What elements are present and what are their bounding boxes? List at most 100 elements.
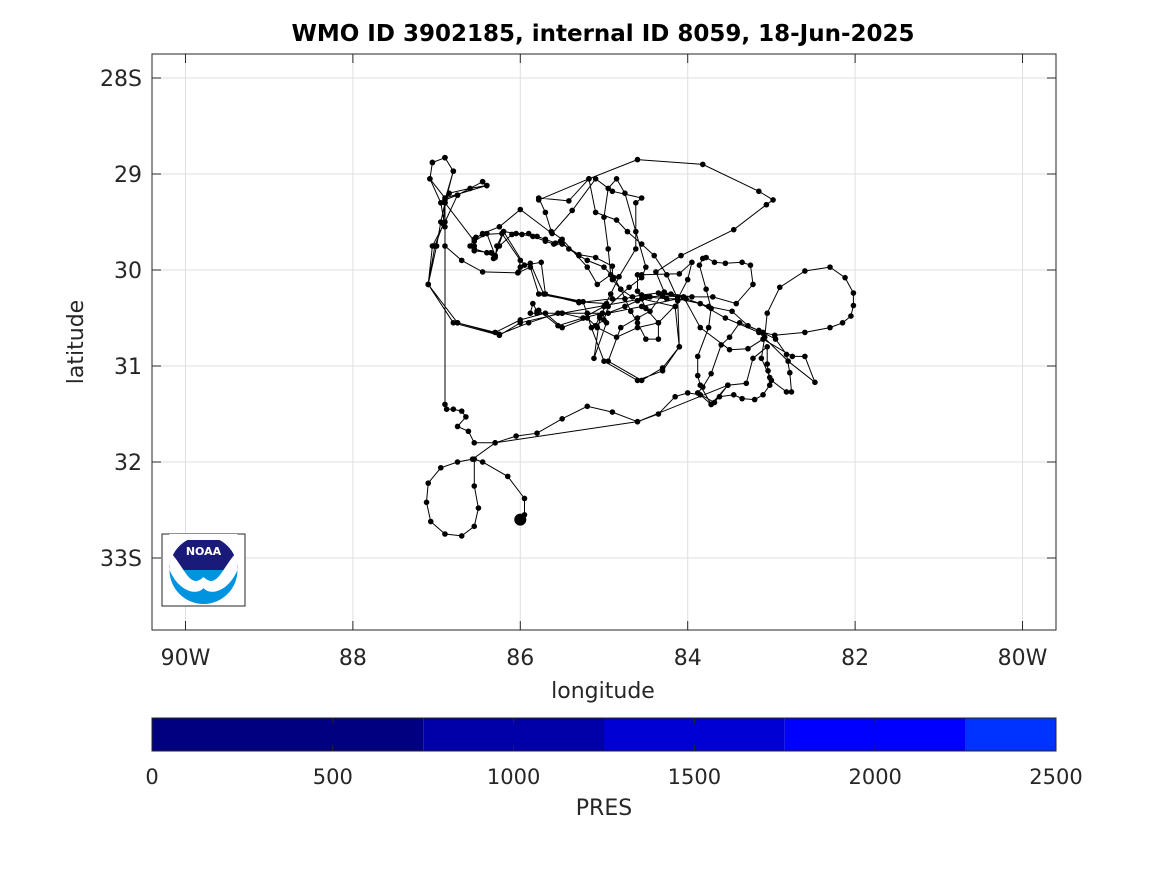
profile-point xyxy=(525,230,532,237)
profile-point xyxy=(475,505,482,511)
colorbar-tick-label: 2000 xyxy=(848,765,901,789)
profile-point xyxy=(609,263,616,269)
profile-point xyxy=(643,305,649,312)
profile-point xyxy=(432,243,438,249)
profile-point xyxy=(725,382,731,389)
profile-point xyxy=(663,272,670,278)
profile-point xyxy=(580,298,586,305)
profile-point xyxy=(519,231,525,238)
profile-point xyxy=(613,217,620,223)
profile-point xyxy=(663,296,670,302)
profile-point xyxy=(504,473,511,480)
profile-point xyxy=(601,264,607,270)
profile-point xyxy=(697,324,704,331)
profile-point xyxy=(684,390,691,396)
profile-point xyxy=(496,332,503,339)
y-tick-label: 32 xyxy=(114,451,142,476)
logo-wave xyxy=(169,553,238,592)
profile-point xyxy=(599,310,606,317)
profile-point xyxy=(517,257,524,264)
profile-point xyxy=(605,185,611,192)
profile-point xyxy=(634,297,641,304)
profile-point xyxy=(471,456,478,462)
profile-point xyxy=(766,382,773,389)
profile-point xyxy=(634,418,641,425)
profile-point xyxy=(765,368,771,374)
profile-point xyxy=(726,334,733,341)
profile-point xyxy=(647,308,653,315)
profile-point xyxy=(617,286,624,293)
profile-point xyxy=(525,320,532,326)
profile-point xyxy=(429,159,436,166)
profile-point xyxy=(739,259,745,266)
profile-point xyxy=(785,358,791,365)
profile-point xyxy=(783,389,790,395)
y-axis-label: latitude xyxy=(64,300,89,384)
grid-lines xyxy=(152,54,1056,630)
profile-point xyxy=(527,264,534,270)
profile-point xyxy=(647,294,653,300)
profile-point xyxy=(591,355,597,362)
profile-point xyxy=(802,268,808,274)
profile-point xyxy=(484,249,490,256)
profile-point xyxy=(535,195,542,201)
profile-point xyxy=(711,259,718,266)
profile-point xyxy=(689,259,695,266)
profile-point xyxy=(730,226,737,233)
profile-point xyxy=(739,395,745,402)
profile-point xyxy=(696,262,703,269)
profile-point xyxy=(672,393,678,400)
profile-point xyxy=(633,200,639,206)
profile-point xyxy=(722,315,729,321)
profile-point xyxy=(513,433,519,439)
profile-point xyxy=(479,459,486,465)
profile-point xyxy=(467,185,473,192)
profile-point xyxy=(622,190,628,196)
profile-point xyxy=(726,346,733,353)
profile-point xyxy=(638,292,645,298)
profile-point xyxy=(624,228,631,235)
profile-point xyxy=(442,401,448,408)
y-tick-label: 28S xyxy=(100,67,142,92)
profile-point xyxy=(514,270,521,276)
profile-point xyxy=(783,351,790,358)
plot-area: 90W 88 86 84 82 80W 28S 29 30 31 32 33S xyxy=(100,53,1057,671)
profile-point xyxy=(454,320,461,326)
profile-point xyxy=(655,411,662,417)
profile-point xyxy=(463,414,469,420)
profile-point xyxy=(716,393,723,400)
colorbar-frame xyxy=(151,717,1057,752)
profile-point xyxy=(827,324,833,331)
x-axis-label: longitude xyxy=(551,679,655,704)
profile-point xyxy=(659,368,666,374)
y-tick-label: 29 xyxy=(114,163,142,188)
profile-point xyxy=(655,320,662,326)
profile-point xyxy=(542,236,549,243)
profile-point xyxy=(676,344,683,350)
profile-point xyxy=(555,310,561,317)
profile-point xyxy=(509,231,515,238)
x-tick-label: 88 xyxy=(339,646,367,671)
colorbar-tick-label: 1500 xyxy=(668,765,721,789)
profile-point xyxy=(611,274,617,281)
profile-point xyxy=(609,409,616,415)
profile-point xyxy=(440,221,447,227)
profile-point xyxy=(534,233,540,240)
profile-point xyxy=(750,281,756,288)
profile-point xyxy=(680,294,687,300)
profile-point xyxy=(764,344,771,350)
profile-point xyxy=(708,305,714,312)
profile-point xyxy=(500,228,507,235)
profile-point xyxy=(601,214,607,220)
profile-point xyxy=(668,291,674,297)
last-position-marker xyxy=(514,513,527,526)
profile-point xyxy=(772,336,779,342)
profile-point xyxy=(557,238,564,244)
profile-points xyxy=(423,154,857,539)
profile-point xyxy=(609,296,616,302)
profile-point xyxy=(674,296,681,302)
profile-point xyxy=(592,254,599,261)
profile-point xyxy=(437,200,444,206)
profile-point xyxy=(627,308,634,315)
profile-point xyxy=(643,336,649,342)
